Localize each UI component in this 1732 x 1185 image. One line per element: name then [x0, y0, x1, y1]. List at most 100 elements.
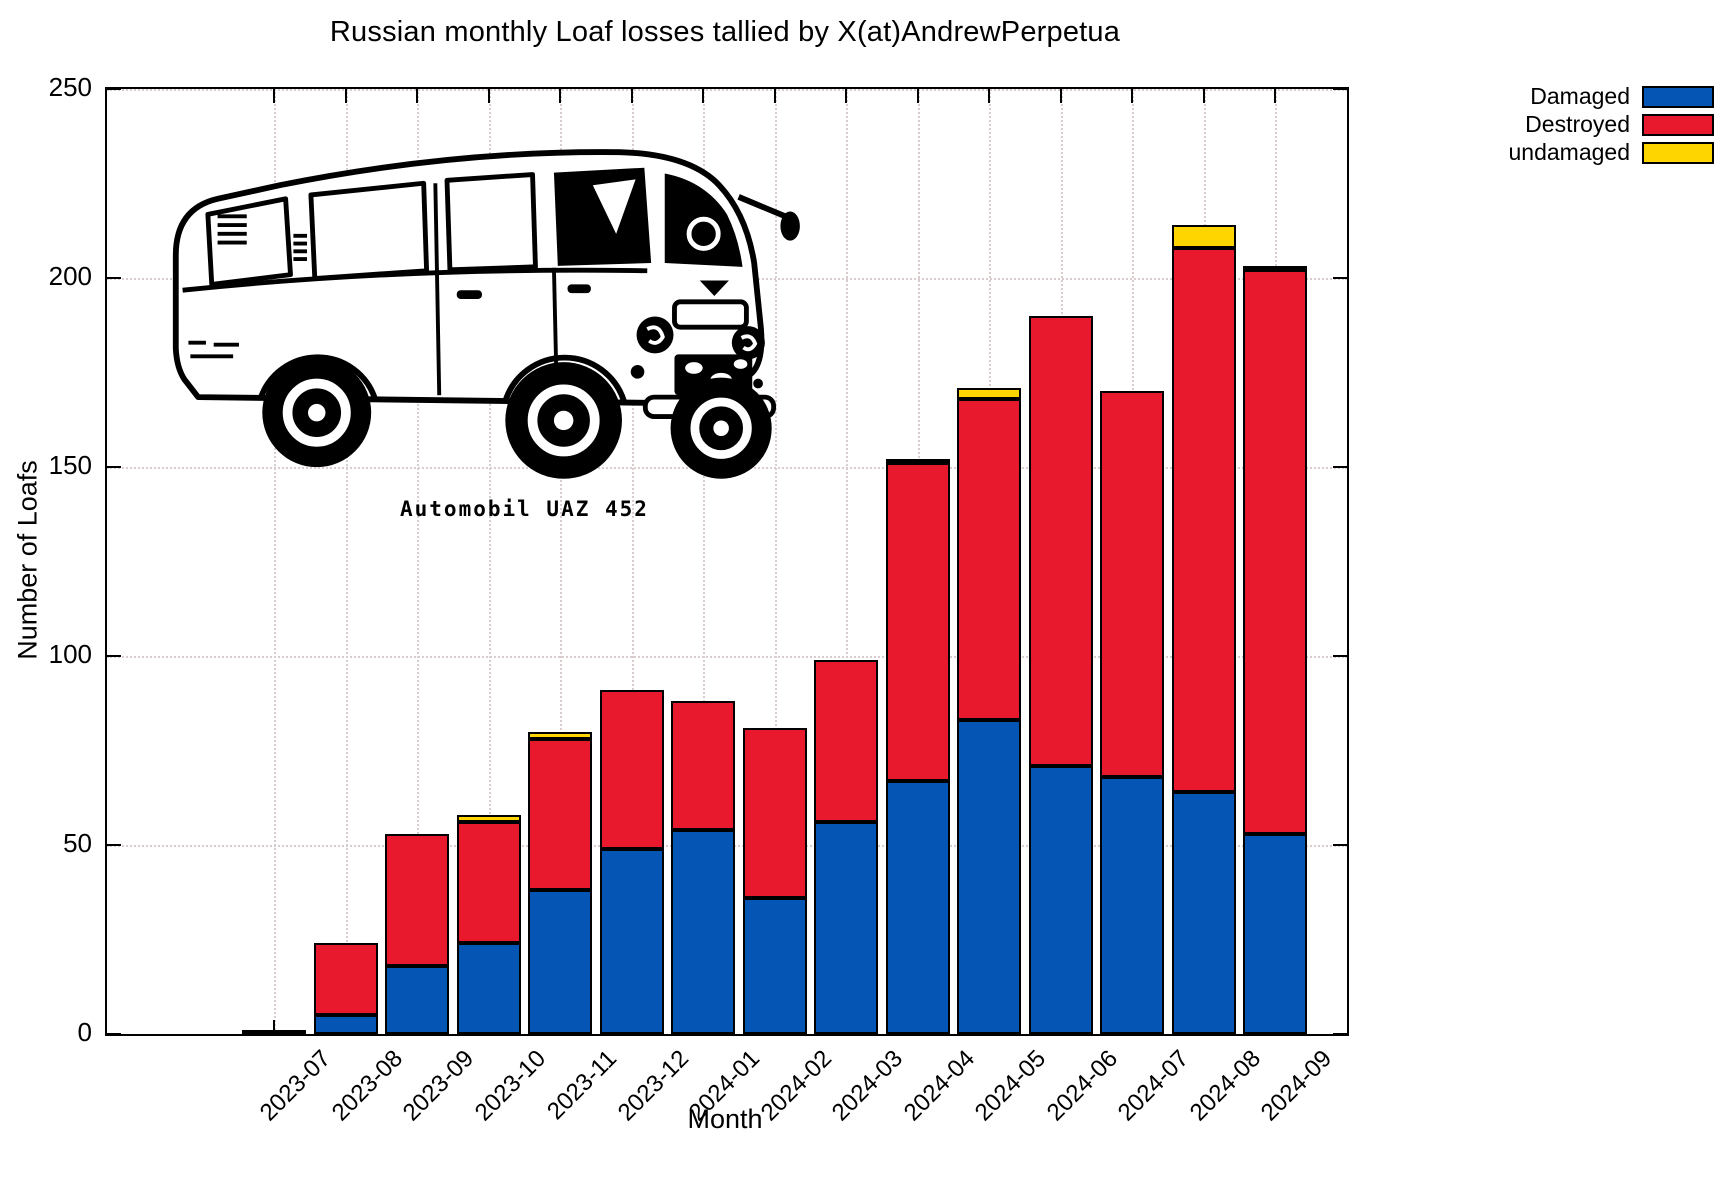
van-vent-slits-icon: [217, 214, 308, 262]
legend-label: undamaged: [1508, 139, 1631, 165]
v-gridline: [488, 89, 491, 1034]
bar-2024-07: [1100, 391, 1164, 1034]
van-emblem-icon: [699, 280, 729, 297]
y-tick-left: [107, 88, 121, 90]
x-tick-top: [845, 89, 847, 103]
legend-swatch-undamaged: [1642, 141, 1714, 164]
bar-segment-damaged: [1100, 776, 1164, 1034]
bar-2023-07: [242, 1030, 306, 1034]
bar-segment-damaged: [528, 890, 592, 1034]
x-tick-top: [273, 89, 275, 103]
bar-2024-02: [742, 727, 807, 1034]
y-tick-label: 100: [48, 639, 92, 669]
bar-segment-destroyed: [957, 398, 1021, 721]
bar-segment-undamaged: [957, 387, 1021, 399]
bar-2024-08: [1171, 225, 1236, 1034]
x-tick-top: [702, 89, 704, 103]
h-gridline: [107, 89, 1347, 91]
van-wheel-arch-rear-icon: [257, 354, 378, 400]
x-tick-top: [630, 89, 633, 103]
x-tick-bottom: [273, 1020, 275, 1034]
bar-segment-undamaged: [456, 814, 521, 823]
bar-segment-damaged: [313, 1015, 378, 1034]
legend-item-destroyed: Destroyed: [1509, 111, 1714, 137]
bar-2023-08: [313, 943, 378, 1034]
bar-segment-damaged: [599, 848, 664, 1034]
uaz-van-illustration: [172, 149, 800, 479]
van-window-rear-icon: [205, 196, 293, 287]
y-tick-label: 0: [77, 1017, 92, 1047]
y-tick-label: 200: [48, 261, 92, 291]
bar-segment-destroyed: [1171, 247, 1236, 793]
bar-segment-damaged: [742, 897, 807, 1034]
bar-segment-destroyed: [885, 463, 950, 781]
y-tick-left: [107, 1033, 121, 1035]
van-front-plate-icon: [672, 299, 749, 330]
van-headlight-right-icon: [731, 326, 765, 360]
y-tick-left: [107, 277, 121, 279]
v-gridline: [774, 89, 777, 1034]
v-gridline: [703, 89, 705, 1034]
bar-segment-destroyed: [313, 943, 378, 1016]
x-tick-top: [988, 89, 990, 103]
van-headlight-right-detail-icon: [740, 334, 758, 352]
y-tick-label: 50: [63, 828, 92, 858]
bar-segment-undamaged: [1171, 225, 1236, 248]
legend-item-damaged: Damaged: [1509, 83, 1714, 109]
bar-2023-12: [599, 690, 664, 1034]
bar-segment-damaged: [456, 943, 521, 1034]
v-gridline: [345, 89, 348, 1034]
y-tick-label: 150: [48, 450, 92, 480]
y-tick-right: [1333, 1033, 1347, 1035]
bar-segment-destroyed: [671, 701, 735, 830]
x-tick-top: [344, 89, 347, 103]
van-steering-wheel-icon: [686, 216, 721, 251]
van-window-side-icon: [444, 172, 538, 273]
bar-segment-damaged: [1028, 765, 1093, 1034]
bar-segment-damaged: [385, 965, 449, 1034]
bar-2024-05: [957, 387, 1021, 1034]
x-axis-label: Month: [687, 1104, 763, 1134]
van-door-window-icon: [553, 167, 652, 266]
bar-2023-11: [528, 731, 592, 1034]
van-wheel-arch-front-icon: [502, 354, 627, 402]
y-tick-right: [1333, 844, 1347, 846]
bar-segment-damaged: [1171, 792, 1236, 1034]
bar-segment-destroyed: [742, 727, 807, 898]
van-mirror-stalk-icon: [737, 194, 787, 220]
y-tick-left: [107, 466, 121, 468]
legend-label: Destroyed: [1525, 111, 1630, 137]
y-axis-label: Number of Loafs: [12, 460, 43, 660]
bar-segment-destroyed: [814, 659, 878, 823]
x-tick-top: [487, 89, 490, 103]
y-tick-left: [107, 844, 121, 846]
van-door-handle-front-icon: [567, 284, 591, 294]
x-tick-top: [416, 89, 418, 103]
x-tick-top: [1131, 89, 1133, 103]
v-gridline: [846, 89, 848, 1034]
y-tick-right: [1333, 655, 1347, 657]
bar-segment-destroyed: [385, 833, 449, 966]
chart-canvas: { "title": "Russian monthly Loaf losses …: [12, 16, 1714, 1134]
bar-segment-destroyed: [456, 822, 521, 944]
bar-segment-damaged: [885, 780, 950, 1034]
bar-2024-04: [885, 459, 950, 1034]
v-gridline: [417, 89, 419, 1034]
bar-2024-03: [814, 659, 878, 1034]
legend-swatch-destroyed: [1642, 113, 1714, 136]
van-door-handle-icon: [456, 290, 482, 299]
bar-2024-01: [671, 701, 735, 1034]
van-mirror-icon: [780, 211, 800, 241]
bar-segment-damaged: [814, 822, 878, 1034]
bar-segment-undamaged: [1243, 266, 1307, 271]
bar-segment-destroyed: [1243, 270, 1307, 834]
bar-2024-06: [1028, 315, 1093, 1034]
legend-swatch-damaged: [1642, 85, 1714, 108]
bar-segment-damaged: [957, 720, 1021, 1034]
van-sketch-dashes-icon: [188, 340, 239, 359]
bar-2023-10: [456, 814, 521, 1034]
van-marker-light-icon: [630, 365, 645, 379]
bar-segment-destroyed: [528, 739, 592, 891]
van-headlight-left-icon: [636, 316, 674, 354]
van-headlight-left-detail-icon: [646, 325, 665, 345]
